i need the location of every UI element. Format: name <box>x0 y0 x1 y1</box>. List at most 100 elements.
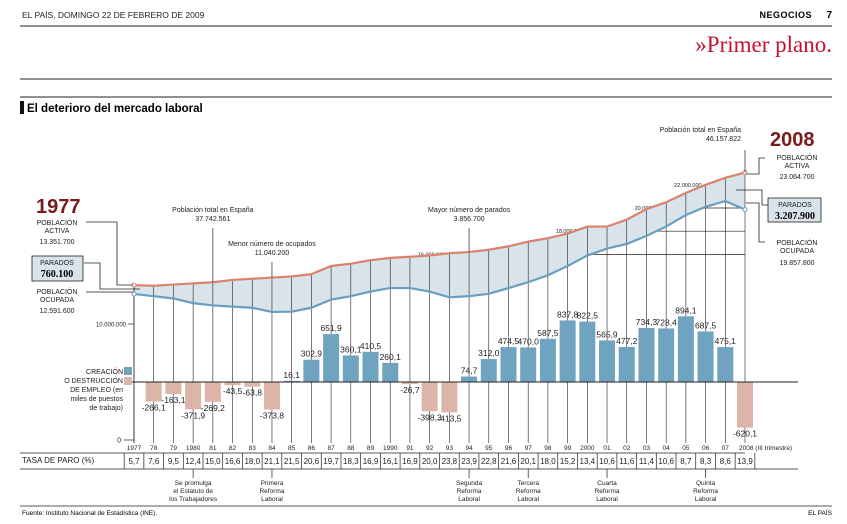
year-label: 78 <box>150 445 158 452</box>
title-marker <box>20 101 24 114</box>
parados-value: 760.100 <box>41 269 74 280</box>
source-note: Fuente: Instituto Nacional de Estadístic… <box>22 510 157 517</box>
bar-value-label: -373,8 <box>260 410 284 420</box>
annotation-text: Población total en España <box>660 127 741 134</box>
employment-bar <box>145 382 162 402</box>
year-label: 2000 <box>580 445 595 452</box>
annotation-text: Población total en España <box>172 207 253 214</box>
rate-value: 20,6 <box>304 457 320 466</box>
rate-value: 21,1 <box>264 457 280 466</box>
year-label: 03 <box>643 445 651 452</box>
employment-bar <box>283 380 300 382</box>
rate-value: 10,6 <box>658 457 674 466</box>
bar-value-label: 894,1 <box>675 305 697 315</box>
bar-value-label: 302,9 <box>301 349 323 359</box>
bar-value-label: 410,5 <box>360 341 382 351</box>
legend-line: DE EMPLEO (en <box>70 387 123 394</box>
series-endpoint <box>742 207 748 213</box>
series-endpoint <box>131 291 137 297</box>
rate-value: 13,9 <box>737 457 753 466</box>
rate-value: 8,3 <box>700 457 712 466</box>
legend-line: O DESTRUCCIÓN <box>64 376 123 385</box>
rate-value: 11,4 <box>639 457 655 466</box>
employment-bar <box>362 351 379 382</box>
reform-annotation: Quinta <box>696 480 716 487</box>
bar-value-label: 822,5 <box>577 311 599 321</box>
rate-row-label: TASA DE PARO (%) <box>22 456 94 465</box>
year-label: 84 <box>268 445 276 452</box>
chart-title: El deterioro del mercado laboral <box>27 103 203 115</box>
employment-bar <box>224 382 241 386</box>
rate-value: 10,6 <box>599 457 615 466</box>
section-kicker: »Primer plano. <box>695 32 832 57</box>
employment-bar <box>382 362 399 382</box>
rate-value: 16,6 <box>225 457 241 466</box>
end-year: 2008 <box>770 129 815 151</box>
annotation-value: 11.040.200 <box>255 250 290 257</box>
axis-tick-label: 10.000.000 <box>96 323 127 329</box>
employment-bar <box>342 355 359 382</box>
reform-annotation: Reforma <box>595 488 620 495</box>
dateline: EL PAÍS, DOMINGO 22 DE FEBRERO DE 2009 <box>22 10 205 20</box>
year-label: 81 <box>209 445 217 452</box>
ocupada-value: 12.591.600 <box>39 308 74 315</box>
employment-bar <box>244 382 261 387</box>
year-label: 95 <box>485 445 493 452</box>
reform-annotation: Cuarta <box>597 480 617 487</box>
rate-value: 15,2 <box>560 457 576 466</box>
rate-value: 18,0 <box>244 457 260 466</box>
employment-bar <box>697 331 714 382</box>
employment-bar <box>638 328 655 382</box>
ocupada-label: POBLACIÓN <box>37 287 78 296</box>
year-label: 96 <box>505 445 513 452</box>
employment-bar <box>421 382 438 412</box>
reform-annotation: Reforma <box>259 488 284 495</box>
activa-value: 23.064.700 <box>779 174 814 181</box>
ocupada-label: OCUPADA <box>780 248 814 255</box>
legend-line: de trabajo) <box>90 405 123 412</box>
reform-annotation: Reforma <box>516 488 541 495</box>
employment-bar <box>520 347 537 382</box>
rate-value: 18,0 <box>540 457 556 466</box>
reform-annotation: Laboral <box>695 496 717 503</box>
employment-bar <box>461 376 478 382</box>
year-label: 07 <box>722 445 730 452</box>
reform-annotation: Laboral <box>458 496 480 503</box>
employment-bar <box>401 382 418 384</box>
bar-value-label: -26,7 <box>400 385 420 395</box>
year-label: 92 <box>426 445 434 452</box>
year-label: 97 <box>525 445 533 452</box>
employment-bar <box>500 347 517 382</box>
rate-value: 21,6 <box>501 457 517 466</box>
year-label: 1980 <box>186 445 201 452</box>
reform-annotation: Laboral <box>596 496 618 503</box>
bar-value-label: 477,2 <box>616 336 638 346</box>
rate-value: 13,4 <box>580 457 596 466</box>
bar-value-label: 565,9 <box>596 329 618 339</box>
year-label: 1990 <box>383 445 398 452</box>
chart-area: 010.000.00016.000.00018.000.00020.000.00… <box>20 127 798 503</box>
reform-annotation: el Estatuto de <box>173 488 213 495</box>
legend-swatch-creation <box>124 367 132 375</box>
bar-value-label: 260,1 <box>380 352 402 362</box>
bar-value-label: 728,4 <box>656 317 678 327</box>
activa-label: POBLACIÓN <box>777 153 818 162</box>
axis-tick-label: 0 <box>117 438 121 445</box>
employment-bar <box>618 346 635 382</box>
bar-value-label: 312,0 <box>478 348 500 358</box>
year-label: 2008 (III trimestre) <box>739 445 792 452</box>
rate-value: 8,7 <box>680 457 692 466</box>
rate-value: 16,9 <box>363 457 379 466</box>
year-label: 06 <box>702 445 710 452</box>
legend-line: miles de puestos <box>70 396 123 403</box>
ocupada-value: 19.857.800 <box>779 260 814 267</box>
employment-bar <box>441 382 458 413</box>
credit: EL PAÍS <box>808 508 833 517</box>
reform-annotation: Se promulga <box>175 480 212 487</box>
rate-value: 22,8 <box>481 457 497 466</box>
connector <box>86 221 133 286</box>
bar-value-label: 16,1 <box>283 370 300 380</box>
rate-value: 20,0 <box>422 457 438 466</box>
parados-box <box>31 255 84 282</box>
connector <box>736 189 768 206</box>
